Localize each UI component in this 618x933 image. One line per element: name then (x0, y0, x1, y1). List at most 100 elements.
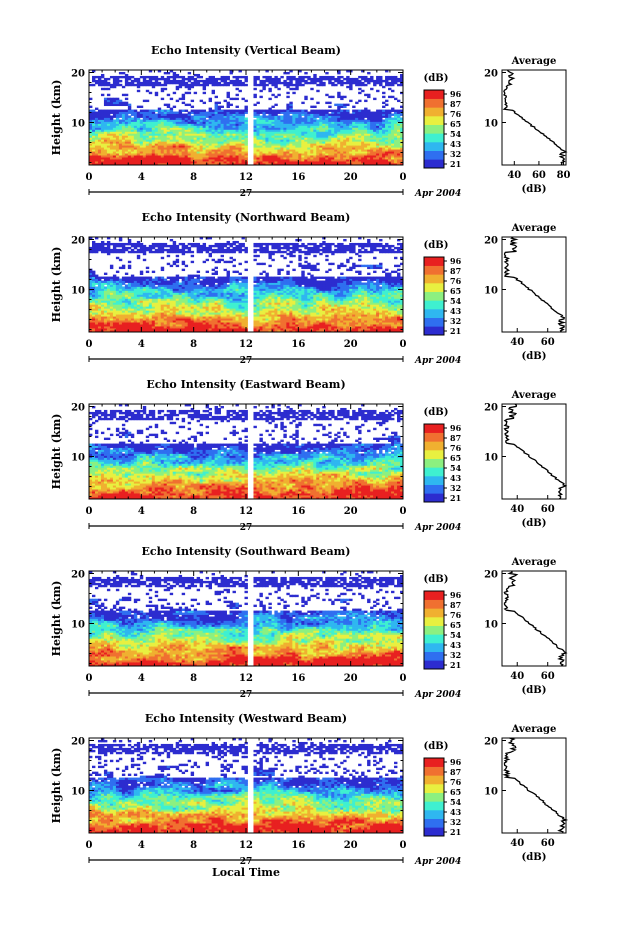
heatmap-cell (200, 80, 203, 82)
heatmap-cell (170, 265, 173, 267)
heatmap-cell (221, 76, 224, 78)
heatmap-cell (316, 90, 319, 92)
heatmap-cell (265, 84, 268, 86)
heatmap-cell (358, 110, 361, 112)
heatmap-cell (152, 76, 155, 78)
heatmap-cell (304, 96, 307, 98)
heatmap-cell (140, 110, 143, 112)
heatmap-cell (328, 96, 331, 98)
heatmap-cell (155, 277, 158, 279)
heatmap-cell (107, 277, 110, 279)
heatmap-cell (164, 78, 167, 80)
heatmap-cell (200, 245, 203, 247)
heatmap-cell (227, 102, 230, 104)
heatmap-cell (236, 88, 239, 90)
heatmap-cell (194, 74, 197, 76)
heatmap-cell (358, 80, 361, 82)
heatmap-cell (179, 249, 182, 251)
heatmap-cell (197, 80, 200, 82)
heatmap-cell (236, 98, 239, 100)
heatmap-cell (256, 76, 259, 78)
heatmap-cell (200, 277, 203, 279)
heatmap-cell (167, 281, 170, 283)
heatmap-cell (206, 112, 209, 114)
heatmap-cell (206, 259, 209, 261)
heatmap-cell (218, 78, 221, 80)
colorbar-segment (424, 151, 444, 160)
heatmap-cell (152, 82, 155, 84)
heatmap-cell (164, 249, 167, 251)
heatmap-cell (137, 249, 140, 251)
heatmap-cell (146, 90, 149, 92)
heatmap-cell (227, 76, 230, 78)
heatmap-cell (310, 98, 313, 100)
heatmap-cell (92, 271, 95, 273)
heatmap-cell (212, 110, 215, 112)
heatmap-cell (128, 251, 131, 253)
heatmap-cell (161, 88, 164, 90)
heatmap-cell (218, 106, 221, 108)
heatmap-cell (179, 98, 182, 100)
heatmap-cell (301, 110, 304, 112)
heatmap-cell (143, 100, 146, 102)
heatmap-cell (167, 104, 170, 106)
heatmap-cell (367, 78, 370, 80)
heatmap-cell (119, 100, 122, 102)
heatmap-cell (143, 76, 146, 78)
heatmap-cell (397, 100, 400, 102)
heatmap-cell (310, 106, 313, 108)
heatmap-cell (197, 275, 200, 277)
heatmap-cell (265, 76, 268, 78)
heatmap-cell (239, 110, 242, 112)
heatmap-cell (227, 110, 230, 112)
heatmap-cell (125, 285, 128, 287)
heatmap-cell (170, 76, 173, 78)
heatmap-cell (304, 72, 307, 74)
heatmap-cell (292, 84, 295, 86)
heatmap-cell (110, 265, 113, 267)
heatmap-cell (328, 114, 331, 116)
heatmap-cell (295, 110, 298, 112)
heatmap-cell (253, 94, 256, 96)
heatmap-cell (179, 110, 182, 112)
heatmap-cell (397, 110, 400, 112)
heatmap-cell (274, 76, 277, 78)
heatmap-cell (185, 114, 188, 116)
heatmap-cell (352, 106, 355, 108)
heatmap-cell (388, 110, 391, 112)
heatmap-cell (125, 243, 128, 245)
heatmap-cell (301, 84, 304, 86)
heatmap-cell (158, 82, 161, 84)
heatmap-cell (92, 76, 95, 78)
y-tick-label: 20 (71, 69, 85, 80)
heatmap-cell (364, 94, 367, 96)
heatmap-cell (122, 286, 125, 288)
heatmap-cell (358, 88, 361, 90)
heatmap-cell (131, 118, 134, 120)
heatmap-cell (325, 102, 328, 104)
heatmap-cell (182, 76, 185, 78)
panel-2: Echo Intensity (Northward Beam)1020Heigh… (50, 211, 566, 366)
heatmap-cell (236, 76, 239, 78)
heatmap-cell (143, 259, 146, 261)
heatmap-cell (307, 112, 310, 114)
heatmap-cell (170, 80, 173, 82)
heatmap-cell (191, 110, 194, 112)
heatmap-cell (170, 245, 173, 247)
heatmap-cell (140, 106, 143, 108)
heatmap-cell (197, 110, 200, 112)
heatmap-cell (253, 110, 256, 112)
heatmap-cell (164, 243, 167, 245)
heatmap-cell (173, 277, 176, 279)
heatmap-cell (239, 76, 242, 78)
heatmap-cell (370, 88, 373, 90)
heatmap-cell (194, 275, 197, 277)
heatmap-cell (95, 286, 98, 288)
heatmap-cell (271, 94, 274, 96)
heatmap-cell (176, 112, 179, 114)
heatmap-cell (158, 78, 161, 80)
heatmap-cell (337, 104, 340, 106)
